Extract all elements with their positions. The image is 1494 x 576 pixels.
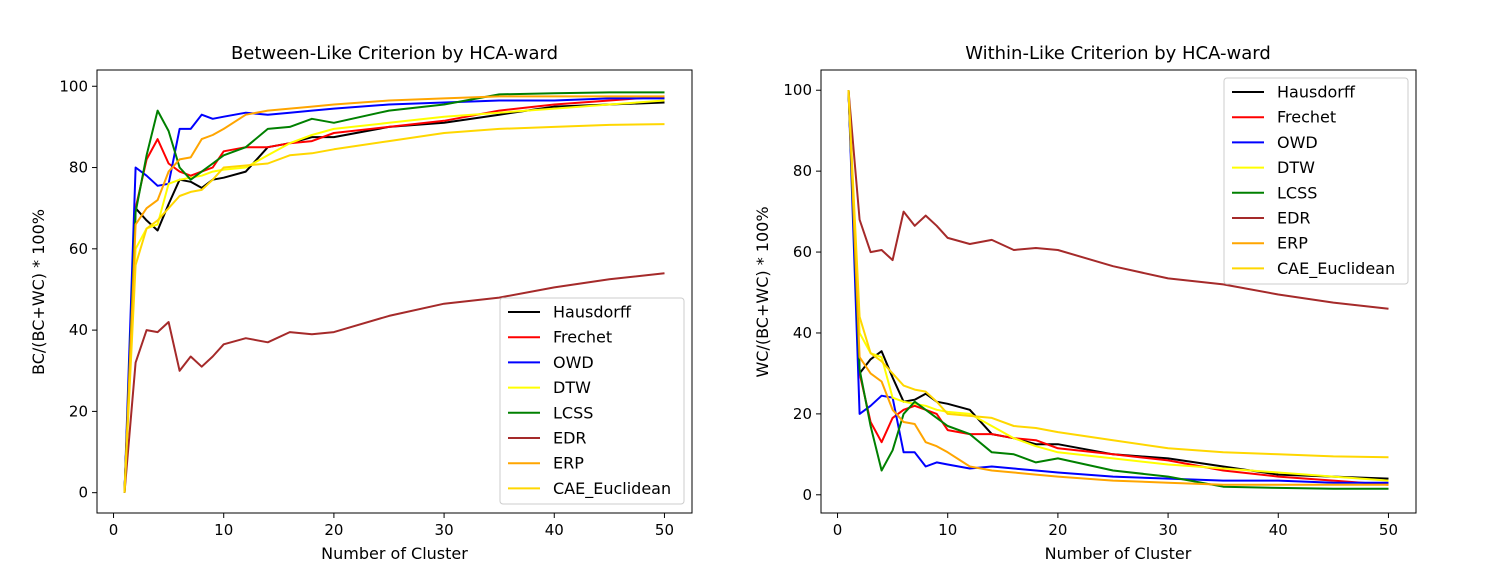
legend-label-edr: EDR	[553, 429, 587, 448]
x-tick-label: 10	[938, 521, 957, 539]
plot-frame	[96, 69, 693, 514]
legend-label-hausdorff: Hausdorff	[1277, 83, 1356, 102]
series-line-edr	[847, 90, 1389, 310]
series-line-owd	[123, 97, 665, 493]
x-tick-label: 40	[545, 521, 564, 539]
series-line-owd	[847, 90, 1389, 484]
y-tick-label: 0	[78, 484, 88, 502]
y-tick-label: 60	[793, 243, 812, 261]
x-tick-label: 40	[1269, 521, 1288, 539]
y-tick-label: 40	[793, 324, 812, 342]
y-tick-label: 40	[69, 321, 88, 339]
chart-title: Within-Like Criterion by HCA-ward	[965, 43, 1271, 64]
x-tick-label: 10	[214, 521, 233, 539]
y-tick-label: 80	[793, 162, 812, 180]
legend-label-owd: OWD	[553, 353, 594, 372]
legend-label-frechet: Frechet	[1277, 108, 1336, 127]
x-tick-label: 30	[1159, 521, 1178, 539]
legend-label-cae-euclidean: CAE_Euclidean	[553, 479, 671, 499]
legend-label-lcss: LCSS	[553, 403, 593, 422]
series-line-hausdorff	[847, 90, 1389, 480]
y-tick-label: 20	[793, 405, 812, 423]
within-like-chart: Within-Like Criterion by HCA-ward Number…	[753, 43, 1417, 563]
series-line-edr	[123, 272, 665, 493]
y-tick-label: 60	[69, 240, 88, 258]
series-line-erp	[847, 90, 1389, 486]
y-tick-label: 80	[69, 159, 88, 177]
legend-label-erp: ERP	[1277, 234, 1308, 253]
legend-label-erp: ERP	[553, 454, 584, 473]
series-line-erp	[123, 95, 665, 493]
x-axis-label: Number of Cluster	[1045, 544, 1192, 563]
legend-label-dtw: DTW	[1277, 158, 1315, 177]
y-axis-label: WC/(BC+WC) * 100%	[753, 206, 772, 377]
series-line-dtw	[847, 90, 1389, 482]
y-tick-label: 100	[783, 81, 812, 99]
legend-label-owd: OWD	[1277, 133, 1318, 152]
x-tick-label: 30	[435, 521, 454, 539]
legend-label-hausdorff: Hausdorff	[553, 303, 632, 322]
between-like-chart: Between-Like Criterion by HCA-ward Numbe…	[29, 43, 693, 563]
x-tick-label: 20	[324, 521, 343, 539]
series-line-cae-euclidean	[123, 123, 665, 493]
y-axis-label: BC/(BC+WC) * 100%	[29, 209, 48, 375]
x-tick-label: 0	[109, 521, 119, 539]
series-line-hausdorff	[123, 101, 665, 493]
legend-box	[499, 297, 685, 505]
x-tick-label: 20	[1048, 521, 1067, 539]
legend-box	[1223, 77, 1409, 285]
y-tick-label: 0	[802, 486, 812, 504]
series-line-dtw	[123, 99, 665, 493]
legend-label-cae-euclidean: CAE_Euclidean	[1277, 259, 1395, 279]
plot-frame	[820, 69, 1417, 514]
chart-title: Between-Like Criterion by HCA-ward	[231, 43, 558, 64]
x-tick-label: 50	[1379, 521, 1398, 539]
y-tick-label: 20	[69, 402, 88, 420]
x-tick-label: 50	[655, 521, 674, 539]
legend-label-lcss: LCSS	[1277, 183, 1317, 202]
x-tick-label: 0	[833, 521, 843, 539]
series-line-cae-euclidean	[847, 90, 1389, 459]
legend-label-frechet: Frechet	[553, 328, 612, 347]
legend-label-dtw: DTW	[553, 378, 591, 397]
x-axis-label: Number of Cluster	[321, 544, 468, 563]
legend-label-edr: EDR	[1277, 209, 1311, 228]
y-tick-label: 100	[59, 77, 88, 95]
